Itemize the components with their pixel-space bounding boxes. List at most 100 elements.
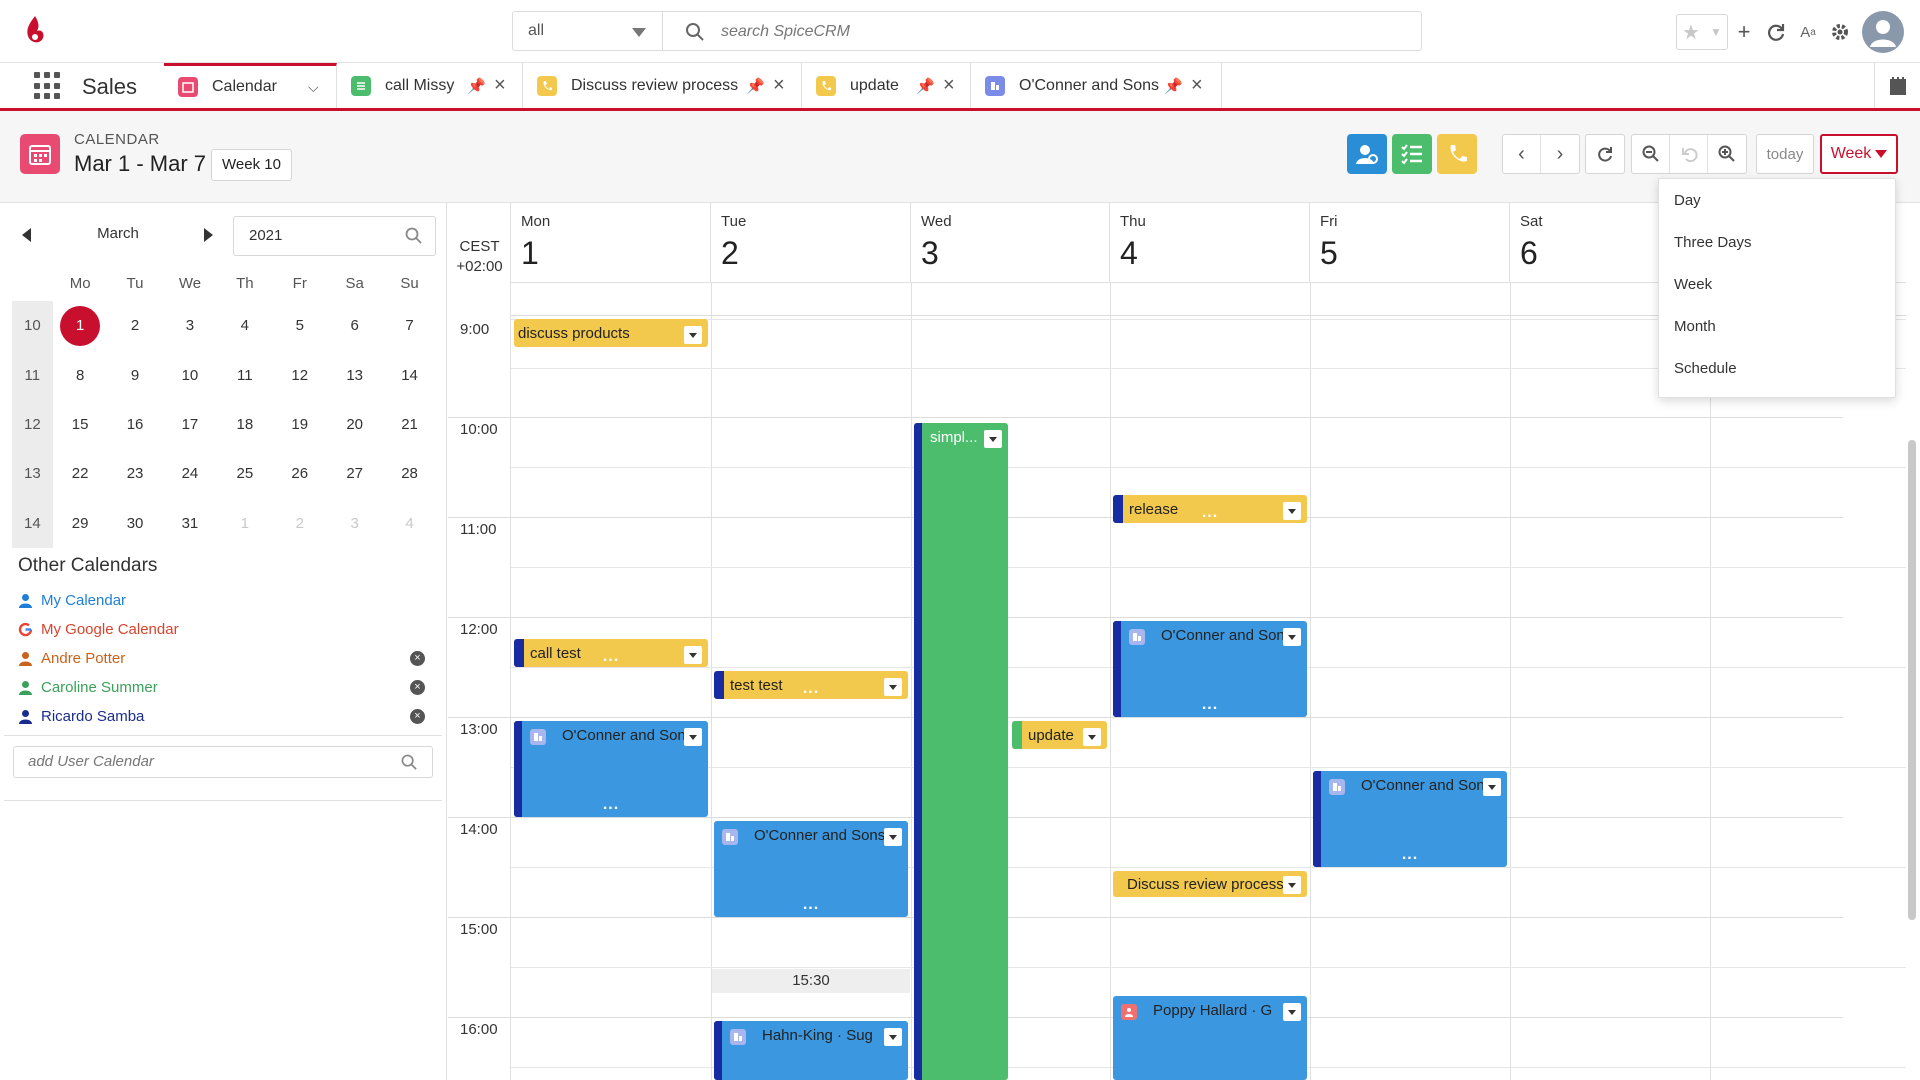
close-icon[interactable]: × bbox=[494, 74, 506, 96]
event-menu-button[interactable] bbox=[684, 728, 702, 746]
mini-calendar-day[interactable]: 11 bbox=[237, 366, 253, 384]
event-menu-button[interactable] bbox=[1483, 778, 1501, 796]
week-number[interactable]: 14 bbox=[12, 498, 53, 548]
event-menu-button[interactable] bbox=[1283, 502, 1301, 520]
tab-calendar[interactable]: Calendar ⌵ bbox=[164, 63, 337, 108]
calendar-item-ricardo-samba[interactable]: Ricardo Samba × bbox=[18, 706, 425, 726]
add-user-calendar-input[interactable] bbox=[28, 753, 388, 770]
event-simpl[interactable]: simpl... bbox=[914, 423, 1008, 1080]
pin-icon[interactable]: 📌 bbox=[916, 77, 935, 95]
event-menu-button[interactable] bbox=[884, 828, 902, 846]
mini-calendar-day[interactable]: 14 bbox=[401, 366, 418, 384]
remove-icon[interactable]: × bbox=[410, 708, 425, 724]
event-menu-button[interactable] bbox=[984, 430, 1002, 448]
pin-icon[interactable]: 📌 bbox=[1164, 77, 1183, 95]
mini-calendar-day[interactable]: 8 bbox=[75, 366, 85, 384]
mini-calendar-day[interactable]: 6 bbox=[350, 317, 359, 335]
mini-calendar-day[interactable]: 13 bbox=[346, 366, 363, 384]
mini-calendar-day[interactable]: 22 bbox=[71, 465, 89, 483]
mini-calendar-day[interactable]: 2 bbox=[295, 514, 304, 532]
week-number[interactable]: 11 bbox=[12, 350, 53, 400]
add-task-button[interactable] bbox=[1392, 134, 1432, 174]
event-menu-button[interactable] bbox=[684, 646, 702, 664]
view-option-day[interactable]: Day bbox=[1674, 191, 1701, 209]
mini-calendar-day[interactable]: 3 bbox=[350, 514, 359, 532]
caret-right-icon[interactable] bbox=[204, 228, 213, 242]
global-search[interactable] bbox=[662, 11, 1422, 51]
mini-calendar-day[interactable]: 4 bbox=[405, 514, 414, 532]
mini-calendar-day[interactable]: 26 bbox=[291, 465, 309, 483]
chevron-right-icon[interactable]: › bbox=[1556, 142, 1564, 165]
pin-icon[interactable]: 📌 bbox=[467, 77, 486, 95]
mini-calendar-day[interactable]: 2 bbox=[130, 317, 140, 335]
more-icon[interactable]: ... bbox=[602, 648, 620, 665]
add-icon[interactable]: + bbox=[1737, 19, 1751, 44]
event-menu-button[interactable] bbox=[1283, 1003, 1301, 1021]
mini-calendar-day[interactable]: 12 bbox=[291, 366, 309, 384]
mini-calendar-day[interactable]: 29 bbox=[71, 514, 89, 532]
chevron-left-icon[interactable]: ‹ bbox=[1503, 135, 1541, 173]
spicecrm-logo-icon[interactable] bbox=[20, 14, 50, 48]
event-test-test[interactable]: test test ... bbox=[714, 671, 908, 699]
event-menu-button[interactable] bbox=[684, 326, 702, 344]
event-discuss-review-process[interactable]: Discuss review process bbox=[1113, 871, 1307, 897]
remove-icon[interactable]: × bbox=[410, 679, 425, 695]
mini-calendar-day[interactable]: 9 bbox=[130, 366, 140, 384]
day-header-tue[interactable]: Tue 2 bbox=[711, 203, 911, 283]
more-icon[interactable]: ... bbox=[802, 680, 820, 697]
year-input[interactable]: 2021 bbox=[233, 216, 436, 256]
event-oconner-tue[interactable]: O'Conner and Sons ... bbox=[714, 821, 908, 917]
calendar-item-google[interactable]: My Google Calendar bbox=[18, 619, 179, 639]
more-icon[interactable]: ... bbox=[802, 896, 820, 913]
mini-calendar-day[interactable]: 10 bbox=[181, 366, 199, 384]
refresh-icon[interactable] bbox=[1760, 14, 1792, 50]
mini-calendar-day-selected[interactable]: 1 bbox=[53, 305, 108, 346]
day-header-fri[interactable]: Fri 5 bbox=[1310, 203, 1510, 283]
event-call-test[interactable]: call test ... bbox=[514, 639, 708, 667]
event-menu-button[interactable] bbox=[1283, 628, 1301, 646]
mini-calendar-day[interactable]: 3 bbox=[185, 317, 195, 335]
more-icon[interactable]: ... bbox=[1201, 696, 1219, 713]
avatar[interactable] bbox=[1862, 11, 1904, 53]
mini-calendar-day[interactable]: 25 bbox=[236, 465, 254, 483]
mini-calendar-day[interactable]: 31 bbox=[181, 514, 199, 532]
more-icon[interactable]: ... bbox=[1201, 504, 1219, 521]
event-poppy-hallard[interactable]: Poppy Hallard · G bbox=[1113, 996, 1307, 1080]
day-header-wed[interactable]: Wed 3 bbox=[911, 203, 1110, 283]
event-oconner-thu[interactable]: O'Conner and Sons ... bbox=[1113, 621, 1307, 717]
event-oconner-fri[interactable]: O'Conner and Sons ... bbox=[1313, 771, 1507, 867]
day-header-mon[interactable]: Mon 1 bbox=[511, 203, 711, 283]
remove-icon[interactable]: × bbox=[410, 650, 425, 666]
tab-call-missy[interactable]: call Missy 📌 × bbox=[337, 63, 523, 108]
event-update[interactable]: update bbox=[1012, 721, 1107, 749]
add-user-calendar-field[interactable] bbox=[13, 746, 433, 778]
view-option-schedule[interactable]: Schedule bbox=[1674, 359, 1737, 377]
event-menu-button[interactable] bbox=[884, 1028, 902, 1046]
week-number[interactable]: 12 bbox=[12, 399, 53, 450]
calendar-item-andre-potter[interactable]: Andre Potter × bbox=[18, 648, 425, 668]
refresh-icon[interactable] bbox=[1586, 135, 1624, 173]
day-header-thu[interactable]: Thu 4 bbox=[1110, 203, 1310, 283]
add-user-calendar-button[interactable] bbox=[1347, 134, 1387, 174]
event-hahn-king[interactable]: Hahn-King · Sug bbox=[714, 1021, 908, 1080]
mini-calendar-day[interactable]: 19 bbox=[291, 415, 309, 433]
mini-calendar-day[interactable]: 7 bbox=[405, 317, 414, 335]
view-option-week[interactable]: Week bbox=[1674, 275, 1713, 293]
notes-icon[interactable] bbox=[1874, 63, 1920, 108]
mini-calendar-day[interactable]: 21 bbox=[401, 415, 418, 433]
mini-calendar-day[interactable]: 1 bbox=[240, 514, 250, 532]
calendar-item-my-calendar[interactable]: My Calendar bbox=[18, 590, 126, 610]
today-button[interactable]: today bbox=[1756, 134, 1814, 174]
mini-calendar-day[interactable]: 23 bbox=[126, 465, 144, 483]
week-number[interactable]: 10 bbox=[12, 301, 53, 351]
event-oconner-mon[interactable]: O'Conner and Sons ... bbox=[514, 721, 708, 817]
event-discuss-products[interactable]: discuss products bbox=[514, 319, 708, 347]
tab-discuss-review-process[interactable]: Discuss review process 📌 × bbox=[523, 63, 802, 108]
week-number[interactable]: 13 bbox=[12, 449, 53, 499]
close-icon[interactable]: × bbox=[943, 74, 955, 96]
mini-calendar-day[interactable]: 24 bbox=[181, 465, 199, 483]
view-option-three-days[interactable]: Three Days bbox=[1674, 233, 1752, 251]
event-menu-button[interactable] bbox=[1083, 728, 1101, 746]
event-menu-button[interactable] bbox=[1283, 876, 1301, 894]
